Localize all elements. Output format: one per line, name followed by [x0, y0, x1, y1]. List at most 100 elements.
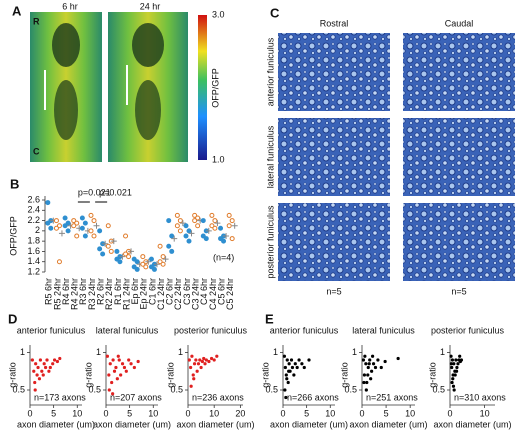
data-point [33, 380, 37, 385]
data-point [368, 358, 372, 362]
data-point [140, 254, 146, 260]
data-point [200, 359, 205, 364]
data-point [218, 225, 224, 231]
data-point [226, 223, 232, 229]
data-point [199, 365, 203, 370]
panel-letter: B [10, 176, 19, 191]
annotation: n=251 axons [366, 392, 418, 402]
data-point [452, 362, 456, 366]
data-point [192, 218, 198, 224]
column-label: Rostral [320, 18, 349, 28]
data-point [449, 362, 453, 366]
data-point [134, 259, 140, 265]
data-point [212, 218, 218, 224]
data-point [191, 373, 195, 377]
x-tick-label: R5 6hr [44, 278, 54, 305]
data-point [97, 246, 103, 252]
data-point [119, 373, 123, 377]
data-point [204, 358, 208, 362]
data-point [82, 220, 88, 226]
data-point [209, 356, 214, 361]
image-label: 24 hr [140, 1, 161, 11]
x-tick-label: C3 6hr [182, 278, 192, 305]
data-point [177, 228, 183, 234]
data-point [117, 259, 123, 265]
data-point [105, 223, 111, 229]
x-tick-label: R4 24hr [70, 278, 80, 310]
data-point [218, 236, 224, 242]
data-point [169, 248, 175, 254]
data-point [286, 380, 290, 385]
column-label: Caudal [445, 18, 474, 28]
data-point [157, 243, 163, 249]
data-point [186, 238, 192, 244]
data-point [40, 369, 44, 373]
mean-marker [205, 227, 212, 234]
data-point [282, 354, 287, 358]
data-point [117, 358, 121, 362]
row-label: posterior funiculus [265, 205, 275, 279]
data-point [369, 377, 373, 381]
panel-letter: E [265, 311, 274, 326]
data-point [108, 362, 112, 366]
data-point [91, 218, 97, 224]
data-point [71, 223, 77, 229]
data-point [120, 362, 125, 366]
data-point [383, 359, 387, 364]
annotation: (n=4) [213, 252, 234, 262]
data-point [454, 369, 459, 373]
x-tick-label: Ep 6hr [130, 278, 140, 305]
data-point [107, 388, 111, 392]
chart-title: anterior funiculus [270, 325, 339, 335]
data-point [454, 358, 458, 362]
x-tick-label: R2 24hr [104, 278, 114, 310]
data-point [200, 218, 206, 224]
y-tick-label: 0.5 [265, 384, 278, 394]
data-point [283, 388, 287, 392]
data-point [300, 362, 304, 366]
data-point [285, 377, 289, 381]
data-point [74, 233, 80, 239]
x-tick-label: 0 [27, 408, 32, 418]
mean-marker [102, 240, 109, 247]
y-tick-label: 1.6 [27, 246, 40, 256]
orientation-label: R [33, 16, 40, 26]
data-point [283, 365, 287, 370]
data-point [285, 358, 289, 362]
x-tick-label: 0 [359, 408, 364, 418]
data-point [47, 369, 51, 373]
row-label: anterior funiculus [265, 37, 275, 106]
data-point [396, 356, 400, 361]
data-point [200, 233, 206, 239]
data-point [284, 395, 288, 400]
data-point [189, 384, 193, 388]
y-tick-label: 2 [35, 225, 40, 235]
y-tick-label: 1 [440, 347, 445, 357]
mean-marker [93, 222, 100, 229]
data-point [166, 243, 172, 249]
data-point [148, 256, 154, 262]
y-tick-label: 1.2 [27, 266, 40, 276]
data-point [148, 264, 154, 270]
data-point [110, 380, 114, 385]
data-point [51, 362, 55, 366]
data-point [56, 223, 62, 229]
data-point [290, 365, 295, 370]
x-tick-label: C1 6hr [147, 278, 157, 305]
y-tick-label: 1.8 [27, 236, 40, 246]
data-point [36, 365, 40, 370]
y-tick-label: 1 [178, 347, 183, 357]
x-tick-label: R4 6hr [61, 278, 71, 305]
data-point [450, 380, 454, 385]
data-point [44, 365, 48, 370]
data-point [88, 212, 94, 218]
x-tick-label: R2 6hr [96, 278, 106, 305]
x-tick-label: C3 24hr [191, 278, 201, 310]
y-tick-label: 2.4 [27, 205, 40, 215]
data-point [111, 392, 115, 396]
data-point [192, 362, 197, 366]
x-tick-label: 5 [127, 408, 132, 418]
data-point [203, 236, 209, 242]
data-point [116, 354, 120, 358]
data-point [198, 358, 202, 362]
